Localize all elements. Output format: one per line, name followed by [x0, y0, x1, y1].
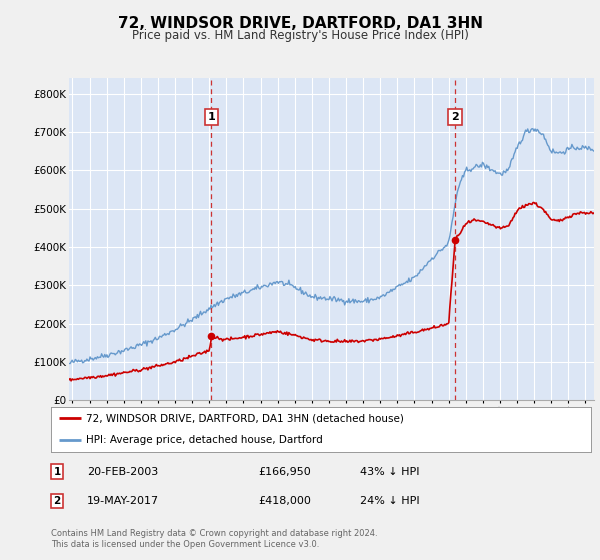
- Text: 1: 1: [208, 112, 215, 122]
- Text: £418,000: £418,000: [258, 496, 311, 506]
- Text: 72, WINDSOR DRIVE, DARTFORD, DA1 3HN: 72, WINDSOR DRIVE, DARTFORD, DA1 3HN: [118, 16, 482, 31]
- Text: 1: 1: [53, 466, 61, 477]
- Text: 72, WINDSOR DRIVE, DARTFORD, DA1 3HN (detached house): 72, WINDSOR DRIVE, DARTFORD, DA1 3HN (de…: [86, 413, 404, 423]
- Text: 19-MAY-2017: 19-MAY-2017: [87, 496, 159, 506]
- Text: HPI: Average price, detached house, Dartford: HPI: Average price, detached house, Dart…: [86, 435, 323, 445]
- Text: Contains HM Land Registry data © Crown copyright and database right 2024.
This d: Contains HM Land Registry data © Crown c…: [51, 529, 377, 549]
- Text: 2: 2: [53, 496, 61, 506]
- Text: Price paid vs. HM Land Registry's House Price Index (HPI): Price paid vs. HM Land Registry's House …: [131, 29, 469, 42]
- Text: £166,950: £166,950: [258, 466, 311, 477]
- Text: 43% ↓ HPI: 43% ↓ HPI: [360, 466, 419, 477]
- Text: 2: 2: [451, 112, 459, 122]
- Text: 20-FEB-2003: 20-FEB-2003: [87, 466, 158, 477]
- Text: 24% ↓ HPI: 24% ↓ HPI: [360, 496, 419, 506]
